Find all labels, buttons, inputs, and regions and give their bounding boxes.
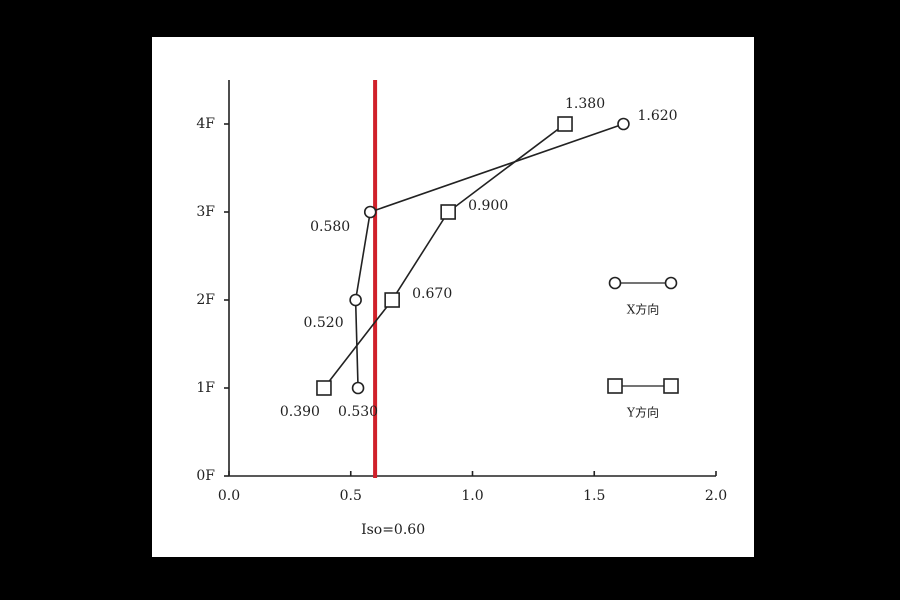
data-label: 0.530 bbox=[338, 404, 378, 420]
reference-label: Iso=0.60 bbox=[361, 522, 425, 538]
data-label: 0.670 bbox=[412, 286, 452, 302]
data-point bbox=[316, 380, 332, 396]
legend-marker bbox=[608, 276, 622, 290]
y-tick-label: 4F bbox=[196, 116, 215, 132]
x-tick-label: 0.0 bbox=[218, 488, 240, 504]
data-point bbox=[349, 293, 362, 307]
x-tick-label: 1.0 bbox=[461, 488, 483, 504]
x-tick-label: 1.5 bbox=[583, 488, 605, 504]
chart-panel bbox=[152, 37, 754, 557]
data-label: 0.520 bbox=[304, 315, 344, 331]
data-point bbox=[557, 116, 573, 132]
y-tick-label: 3F bbox=[196, 204, 215, 220]
data-point bbox=[351, 381, 365, 395]
data-label: 0.390 bbox=[280, 404, 320, 420]
data-point bbox=[617, 117, 630, 131]
y-tick-label: 0F bbox=[196, 468, 215, 484]
legend-marker bbox=[664, 276, 678, 290]
x-tick-label: 0.5 bbox=[340, 488, 362, 504]
legend-label: Y方向 bbox=[626, 405, 659, 420]
data-point bbox=[440, 204, 456, 220]
data-point bbox=[384, 292, 400, 308]
x-tick-label: 2.0 bbox=[705, 488, 727, 504]
y-tick-label: 1F bbox=[196, 380, 215, 396]
data-label: 1.380 bbox=[565, 96, 605, 112]
y-tick-label: 2F bbox=[196, 292, 215, 308]
data-point bbox=[363, 205, 377, 219]
series-line bbox=[354, 123, 624, 389]
legend-marker bbox=[607, 378, 623, 394]
legend-label: X方向 bbox=[627, 302, 660, 317]
legend-marker bbox=[663, 378, 679, 394]
series-line bbox=[323, 123, 566, 389]
data-label: 1.620 bbox=[637, 108, 677, 124]
data-label: 0.580 bbox=[310, 219, 350, 235]
data-label: 0.900 bbox=[468, 198, 508, 214]
